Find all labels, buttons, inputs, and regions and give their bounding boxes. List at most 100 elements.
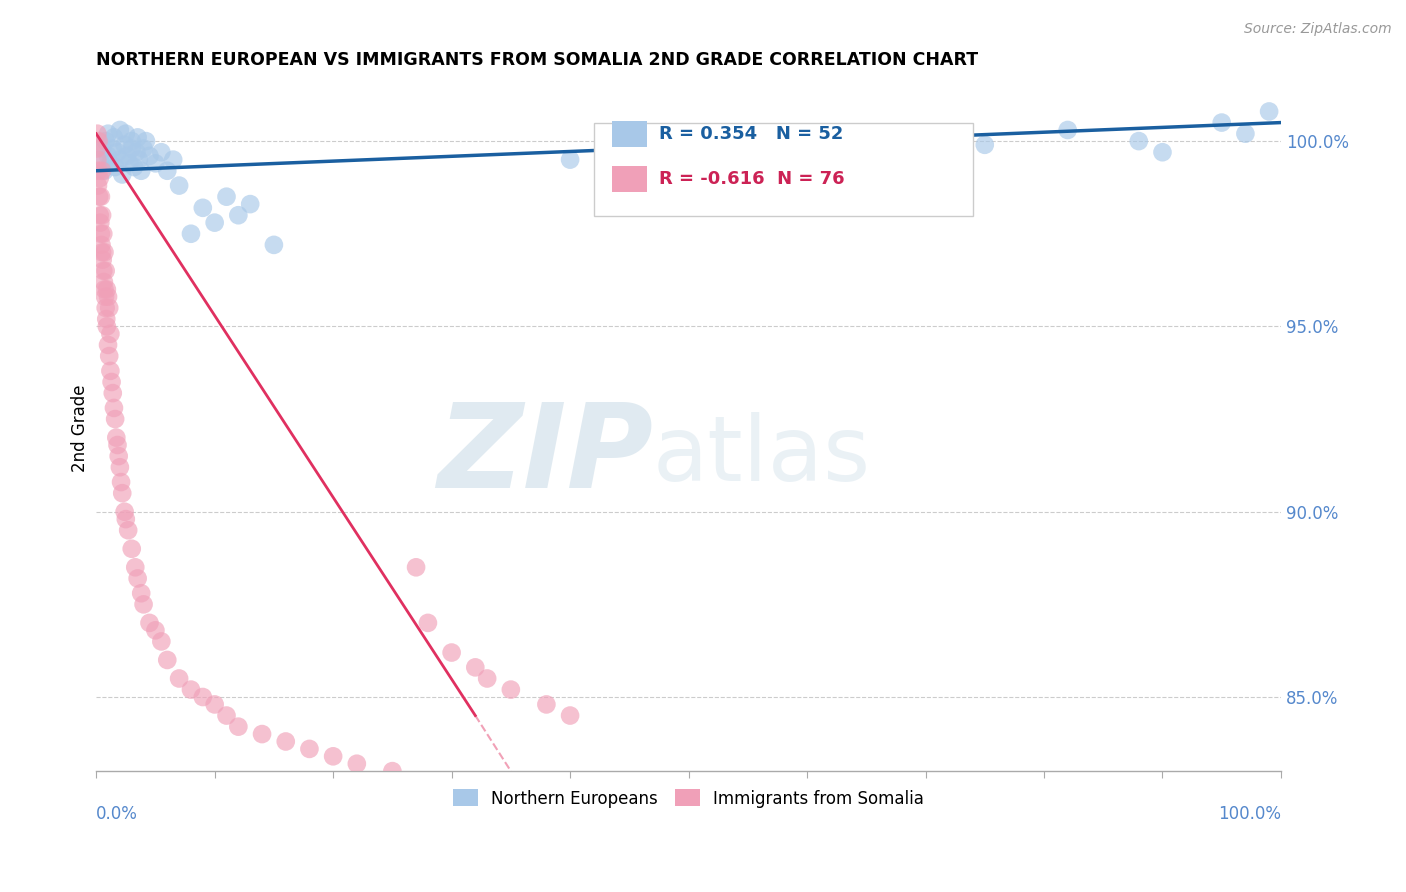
Point [96, 282, 118, 296]
Point [97, 290, 120, 304]
Point [86, 141, 108, 155]
Y-axis label: 2nd Grade: 2nd Grade [72, 384, 89, 472]
Point [94, 264, 117, 278]
Point [94, 134, 117, 148]
Point [558, 708, 581, 723]
Point [90, 190, 112, 204]
Point [91, 252, 114, 267]
Point [91, 163, 114, 178]
Point [110, 475, 132, 489]
Point [128, 153, 150, 167]
Point [115, 149, 138, 163]
Text: R = 0.354   N = 52: R = 0.354 N = 52 [659, 125, 844, 144]
Point [87, 134, 110, 148]
Point [100, 326, 122, 341]
Point [93, 245, 115, 260]
Point [103, 130, 125, 145]
Point [107, 438, 129, 452]
Point [87, 178, 110, 193]
Point [162, 153, 184, 167]
Text: 100.0%: 100.0% [1218, 805, 1281, 823]
Point [117, 523, 139, 537]
Point [89, 190, 111, 204]
Point [973, 137, 995, 152]
Point [98, 349, 121, 363]
Point [138, 149, 160, 163]
Point [145, 156, 167, 170]
Point [100, 156, 122, 170]
Point [191, 201, 214, 215]
Point [86, 153, 108, 167]
Text: NORTHERN EUROPEAN VS IMMIGRANTS FROM SOMALIA 2ND GRADE CORRELATION CHART: NORTHERN EUROPEAN VS IMMIGRANTS FROM SOM… [96, 51, 979, 69]
Point [167, 672, 190, 686]
Point [103, 401, 125, 415]
Point [381, 764, 404, 779]
Point [108, 123, 131, 137]
Legend: Northern Europeans, Immigrants from Somalia: Northern Europeans, Immigrants from Soma… [447, 782, 931, 814]
Point [228, 720, 250, 734]
Point [250, 727, 273, 741]
Point [167, 178, 190, 193]
Point [122, 160, 145, 174]
Point [180, 227, 202, 241]
Point [405, 560, 427, 574]
Point [121, 541, 143, 556]
Point [499, 682, 522, 697]
FancyBboxPatch shape [593, 123, 973, 216]
Point [239, 197, 262, 211]
Point [416, 615, 439, 630]
Point [124, 560, 146, 574]
Point [91, 227, 114, 241]
Point [156, 653, 179, 667]
Point [118, 156, 141, 170]
Point [121, 134, 143, 148]
Point [89, 216, 111, 230]
Point [94, 290, 117, 304]
Point [129, 586, 152, 600]
Point [127, 571, 149, 585]
Point [464, 660, 486, 674]
Point [97, 127, 120, 141]
Point [93, 282, 115, 296]
Point [114, 505, 136, 519]
Point [1234, 127, 1257, 141]
Point [156, 163, 179, 178]
Point [440, 646, 463, 660]
Point [90, 227, 112, 241]
Bar [612, 121, 647, 147]
Point [97, 149, 120, 163]
Point [89, 208, 111, 222]
Point [101, 141, 124, 155]
Text: 0.0%: 0.0% [96, 805, 138, 823]
Point [97, 338, 120, 352]
Point [180, 682, 202, 697]
Point [91, 245, 114, 260]
Point [94, 301, 117, 315]
Point [914, 130, 936, 145]
Point [89, 171, 111, 186]
Point [1211, 115, 1233, 129]
Point [132, 141, 155, 155]
Point [298, 742, 321, 756]
Text: Source: ZipAtlas.com: Source: ZipAtlas.com [1244, 22, 1392, 37]
Point [1128, 134, 1150, 148]
Point [204, 216, 226, 230]
Point [135, 134, 157, 148]
Point [101, 386, 124, 401]
Point [114, 137, 136, 152]
Point [1152, 145, 1174, 160]
Point [150, 634, 173, 648]
Point [89, 153, 111, 167]
Point [129, 163, 152, 178]
Point [104, 160, 127, 174]
Point [121, 141, 143, 155]
Point [111, 486, 134, 500]
Point [100, 364, 122, 378]
Point [138, 615, 160, 630]
Text: atlas: atlas [652, 412, 872, 500]
Point [91, 208, 114, 222]
Point [191, 690, 214, 704]
Point [475, 672, 498, 686]
Point [1258, 104, 1281, 119]
Bar [612, 166, 647, 192]
